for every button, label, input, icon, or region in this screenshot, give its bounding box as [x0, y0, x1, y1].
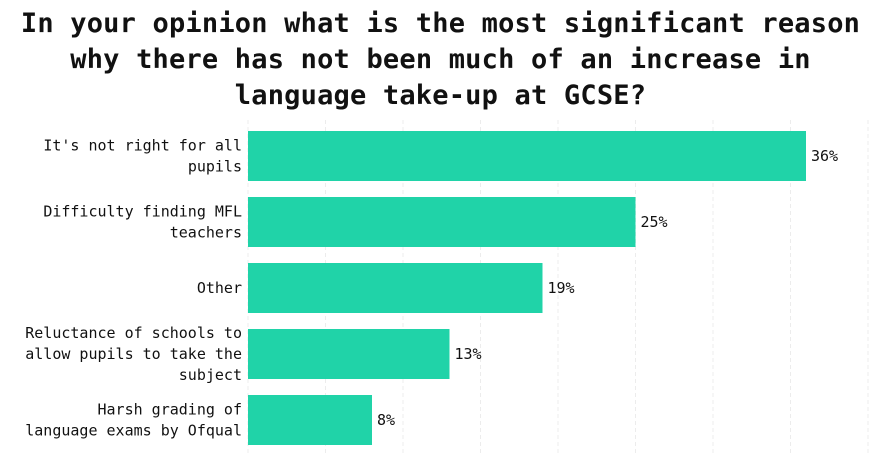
- chart-title-line: why there has not been much of an increa…: [70, 44, 811, 75]
- bar: [248, 263, 543, 313]
- bar: [248, 395, 372, 445]
- bar: [248, 197, 636, 247]
- value-label: 19%: [548, 279, 575, 297]
- category-label: Harsh grading of: [98, 401, 243, 419]
- bars: [248, 131, 806, 445]
- value-label: 8%: [377, 411, 395, 429]
- category-label: teachers: [170, 224, 242, 242]
- bar: [248, 329, 450, 379]
- category-label: language exams by Ofqual: [25, 422, 242, 440]
- chart-title-line: language take-up at GCSE?: [234, 80, 647, 111]
- chart-title-line: In your opinion what is the most signifi…: [20, 8, 861, 39]
- category-label: Difficulty finding MFL: [43, 203, 242, 221]
- value-label: 36%: [811, 147, 838, 165]
- value-labels: 36% 25% 19% 13% 8%: [377, 147, 838, 429]
- category-label: It's not right for all: [43, 137, 242, 155]
- chart-title: In your opinion what is the most signifi…: [0, 6, 881, 114]
- category-label: Other: [197, 279, 242, 297]
- category-labels: It's not right for all pupils Difficulty f…: [25, 137, 242, 440]
- value-label: 13%: [455, 345, 482, 363]
- category-label: Reluctance of schools to: [25, 324, 242, 342]
- bar: [248, 131, 806, 181]
- category-label: subject: [179, 366, 242, 384]
- value-label: 25%: [641, 213, 668, 231]
- category-label: allow pupils to take the: [25, 345, 242, 363]
- category-label: pupils: [188, 158, 242, 176]
